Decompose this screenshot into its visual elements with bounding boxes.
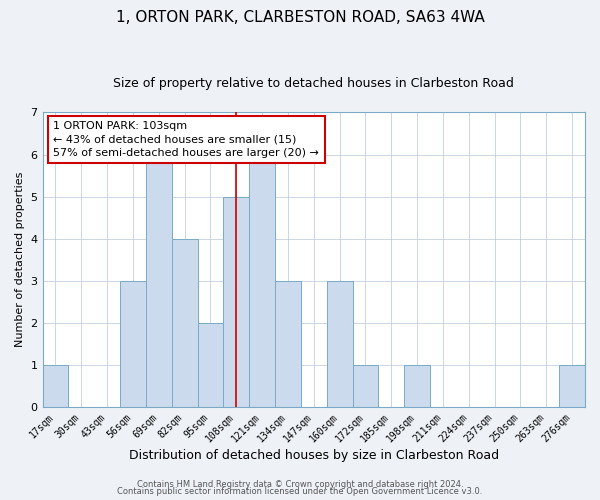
Y-axis label: Number of detached properties: Number of detached properties [15,172,25,348]
Bar [404,365,430,407]
X-axis label: Distribution of detached houses by size in Clarbeston Road: Distribution of detached houses by size … [129,450,499,462]
Text: 1 ORTON PARK: 103sqm
← 43% of detached houses are smaller (15)
57% of semi-detac: 1 ORTON PARK: 103sqm ← 43% of detached h… [53,122,319,158]
Bar [326,281,353,407]
Bar [275,281,301,407]
Bar [353,365,379,407]
Bar [249,154,275,407]
Title: Size of property relative to detached houses in Clarbeston Road: Size of property relative to detached ho… [113,78,514,90]
Text: Contains public sector information licensed under the Open Government Licence v3: Contains public sector information licen… [118,487,482,496]
Bar [120,281,146,407]
Text: 1, ORTON PARK, CLARBESTON ROAD, SA63 4WA: 1, ORTON PARK, CLARBESTON ROAD, SA63 4WA [116,10,484,25]
Bar [43,365,68,407]
Text: Contains HM Land Registry data © Crown copyright and database right 2024.: Contains HM Land Registry data © Crown c… [137,480,463,489]
Bar [559,365,585,407]
Bar [146,154,172,407]
Bar [172,239,197,407]
Bar [197,323,223,407]
Bar [223,196,249,407]
